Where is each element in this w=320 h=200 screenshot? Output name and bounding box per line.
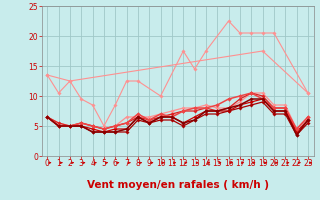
X-axis label: Vent moyen/en rafales ( km/h ): Vent moyen/en rafales ( km/h ): [87, 180, 268, 190]
